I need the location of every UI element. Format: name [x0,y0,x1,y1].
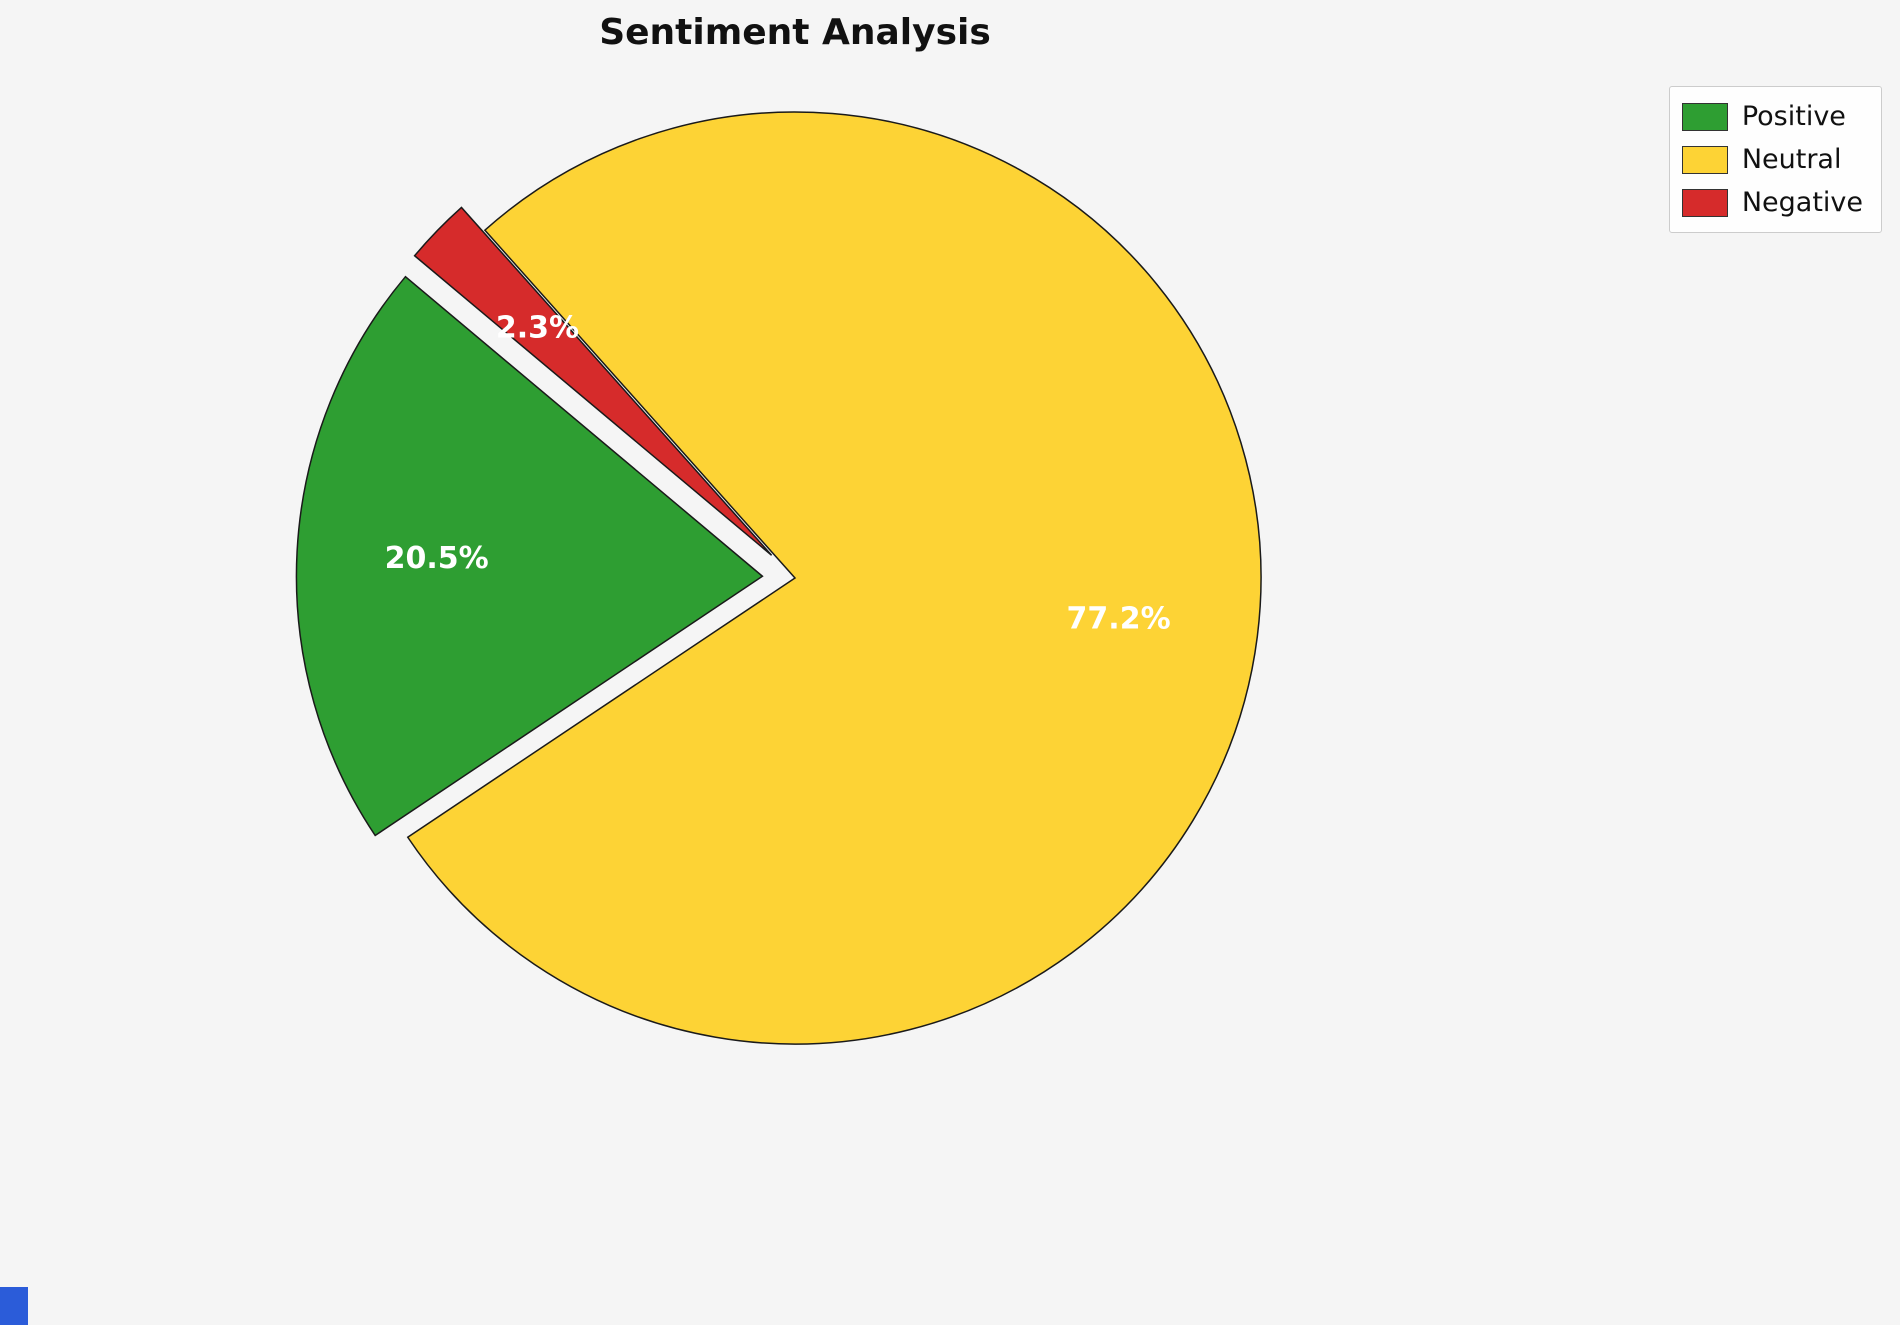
legend-swatch-neutral [1681,145,1728,174]
legend-item-neutral: Neutral [1681,144,1863,175]
pct-label-neutral: 77.2% [1067,602,1171,637]
pct-label-positive: 20.5% [385,541,489,576]
pie-slice-negative [413,206,773,556]
pct-label-negative: 2.3% [496,311,579,346]
legend-item-positive: Positive [1681,101,1863,132]
legend-swatch-positive [1681,102,1728,131]
chart-title: Sentiment Analysis [599,12,991,53]
legend-swatch-negative [1681,188,1728,217]
corner-accent-shape [0,1287,28,1325]
legend-label-positive: Positive [1741,101,1846,132]
legend: Positive Neutral Negative [1668,86,1882,233]
pie-slice-neutral [406,111,1262,1045]
legend-label-neutral: Neutral [1741,144,1842,175]
pie-slice-positive [295,275,764,837]
legend-item-negative: Negative [1681,187,1863,218]
legend-label-negative: Negative [1741,187,1863,218]
